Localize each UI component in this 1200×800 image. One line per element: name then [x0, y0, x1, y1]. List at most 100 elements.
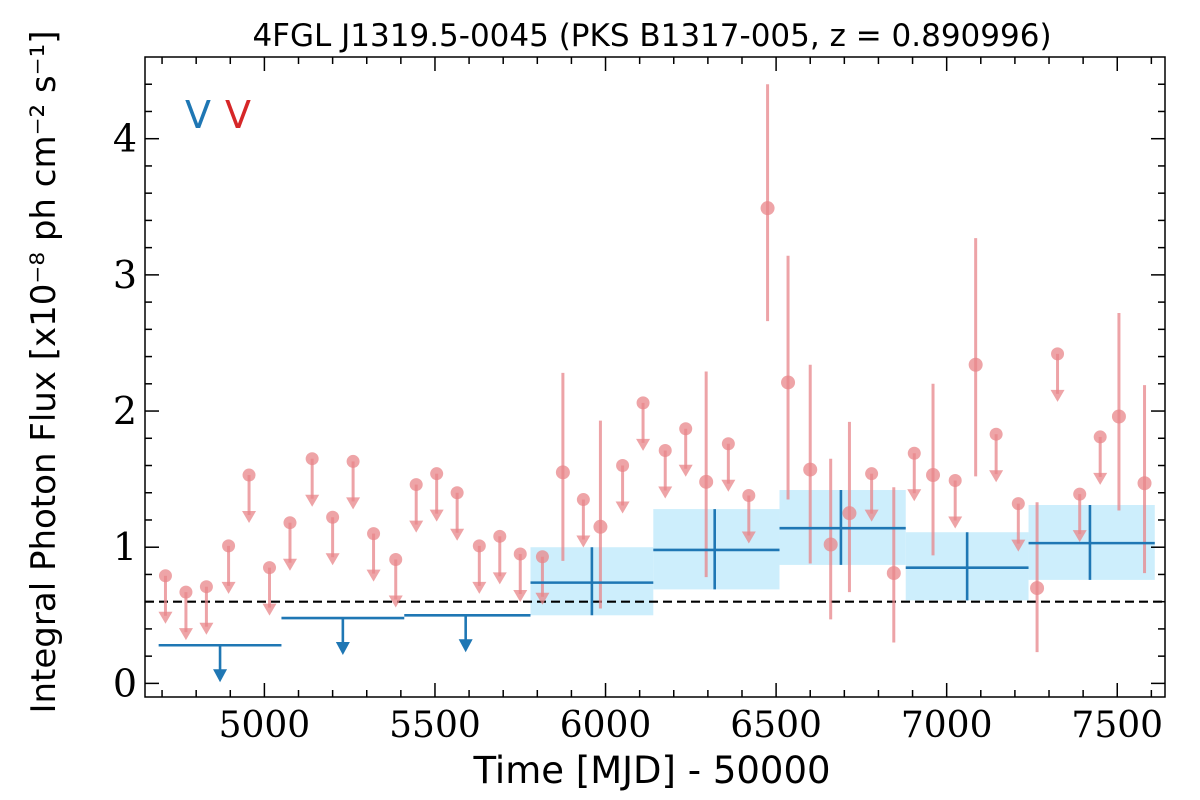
short-bin-point [781, 375, 796, 390]
short-bin-ul-arrow [262, 603, 277, 616]
short-bin-ul-point [742, 488, 756, 502]
plot-frame [144, 56, 1166, 698]
short-bin-ul-point [199, 580, 213, 594]
legend-symbol-long: V [185, 93, 211, 137]
short-bin-ul-point [367, 527, 381, 541]
x-tick-label: 6500 [730, 705, 822, 746]
short-bin-ul-point [389, 552, 403, 566]
short-bin-points [158, 84, 1152, 653]
short-bin-point [593, 519, 608, 534]
short-bin-ul-point [948, 473, 962, 487]
short-bin-ul-arrow [1072, 530, 1087, 543]
short-bin-ul-point [430, 467, 444, 481]
short-bin-ul-arrow [282, 558, 297, 571]
short-bin-ul-arrow [325, 553, 340, 566]
short-bin-ul-arrow [636, 438, 651, 451]
short-bin-ul-point [1011, 497, 1025, 511]
short-bin-ul-arrow [388, 595, 403, 608]
short-bin-ul-point [513, 547, 527, 561]
short-bin-ul-arrow [158, 611, 173, 624]
short-bin-ul-point [283, 516, 297, 530]
short-bin-ul-arrow [741, 531, 756, 544]
short-bin-point [823, 537, 838, 552]
short-bin-ul-point [616, 459, 630, 473]
long-bin-ul-arrow [213, 669, 228, 683]
long-bin-ul-arrow [335, 642, 350, 656]
y-tick-label: 1 [113, 525, 137, 569]
short-bin-point [842, 506, 857, 521]
axes: 5000 5500 6000 6500 7000 7500 0 1 2 3 4 [113, 56, 1166, 746]
short-bin-point [1030, 581, 1045, 596]
short-bin-ul-arrow [199, 622, 214, 635]
y-tick-label: 0 [113, 661, 137, 705]
short-bin-ul-arrow [472, 581, 487, 594]
short-bin-ul-arrow [178, 628, 193, 641]
short-bin-ul-point [865, 467, 879, 481]
y-tick-label: 4 [113, 117, 137, 161]
short-bin-ul-arrow [948, 516, 963, 529]
short-bin-ul-arrow [907, 489, 922, 502]
short-bin-ul-point [721, 437, 735, 451]
short-bin-ul-point [576, 493, 590, 507]
short-bin-ul-arrow [513, 590, 528, 603]
short-bin-ul-arrow [242, 511, 257, 524]
short-bin-ul-arrow [678, 464, 693, 477]
short-bin-ul-point [409, 478, 423, 492]
short-bin-ul-point [222, 539, 236, 553]
short-bin-ul-arrow [989, 470, 1004, 483]
short-bin-ul-arrow [305, 494, 320, 507]
short-bin-ul-arrow [615, 501, 630, 514]
short-bin-ul-point [493, 529, 507, 543]
short-bin-point [926, 468, 941, 483]
short-bin-ul-arrow [1050, 389, 1065, 402]
short-bin-ul-point [535, 550, 549, 564]
short-bin-point [1111, 409, 1126, 424]
short-bin-ul-arrow [346, 497, 361, 510]
chart-title: 4FGL J1319.5-0045 (PKS B1317-005, z = 0.… [252, 18, 1051, 54]
short-bin-ul-arrow [535, 592, 550, 605]
short-bin-ul-point [658, 444, 672, 458]
y-tick-label: 2 [113, 389, 137, 433]
short-bin-ul-point [158, 569, 172, 583]
short-bin-point [699, 474, 714, 489]
short-bin-ul-arrow [864, 509, 879, 522]
x-tick-label: 5000 [219, 705, 311, 746]
short-bin-ul-point [907, 446, 921, 460]
legend-symbol-short: V [225, 93, 251, 137]
long-bin-ul-arrow [458, 639, 473, 653]
short-bin-ul-point [1073, 487, 1087, 501]
short-bin-ul-point [1093, 430, 1107, 444]
short-bin-point [1137, 476, 1152, 491]
y-axis-label: Integral Photon Flux [x10⁻⁸ ph cm⁻² s⁻¹] [24, 30, 64, 713]
short-bin-ul-arrow [409, 520, 424, 533]
short-bin-ul-point [1051, 347, 1065, 361]
short-bin-ul-arrow [1093, 472, 1108, 485]
short-bin-ul-point [636, 396, 650, 410]
short-bin-ul-point [263, 561, 277, 575]
short-bin-ul-arrow [450, 528, 465, 541]
short-bin-ul-arrow [492, 572, 507, 585]
short-bin-ul-point [242, 468, 256, 482]
short-bin-ul-point [179, 585, 193, 599]
short-bin-point [803, 462, 818, 477]
short-bin-ul-point [326, 510, 340, 524]
x-tick-label: 7500 [1071, 705, 1163, 746]
long-bin-points [158, 490, 1155, 683]
short-bin-ul-arrow [366, 569, 381, 582]
short-bin-ul-point [346, 454, 360, 468]
short-bin-point [968, 357, 983, 372]
short-bin-ul-arrow [429, 509, 444, 522]
short-bin-ul-point [472, 539, 486, 553]
x-axis-label: Time [MJD] - 50000 [472, 749, 830, 792]
short-bin-ul-point [305, 452, 319, 466]
y-tick-label: 3 [113, 253, 137, 297]
short-bin-ul-point [989, 427, 1003, 441]
short-bin-ul-arrow [721, 479, 736, 492]
short-bin-ul-arrow [221, 581, 236, 594]
short-bin-ul-point [450, 486, 464, 500]
x-tick-label: 7000 [901, 705, 993, 746]
short-bin-ul-arrow [576, 535, 591, 548]
short-bin-ul-point [679, 422, 693, 436]
short-bin-point [886, 566, 901, 581]
short-bin-point [555, 465, 570, 480]
